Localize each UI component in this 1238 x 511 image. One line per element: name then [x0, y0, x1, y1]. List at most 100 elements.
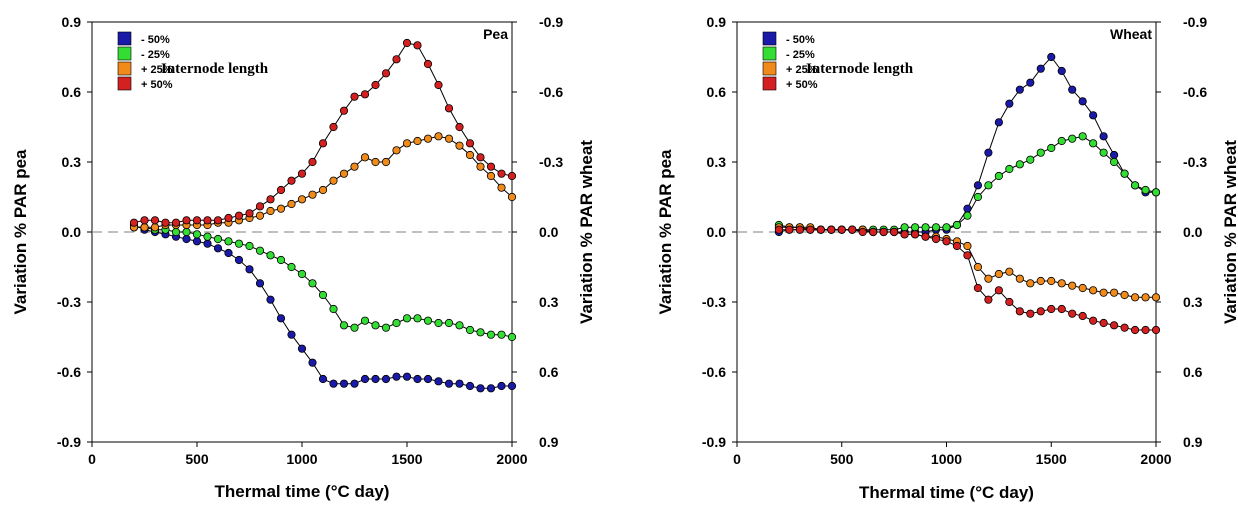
data-point: [434, 132, 443, 141]
y-tick-label: 0.0: [62, 224, 82, 240]
data-point: [318, 290, 328, 300]
x-tick-label: 1000: [286, 451, 317, 467]
data-point: [297, 344, 307, 353]
data-point: [150, 216, 160, 225]
data-point: [963, 211, 972, 220]
y-tick-label: 0.9: [707, 14, 727, 30]
data-point: [973, 283, 983, 293]
data-point: [339, 169, 349, 178]
data-point: [245, 209, 254, 218]
y-tick-label: -0.6: [57, 364, 81, 380]
y-tick-label: -0.9: [702, 434, 726, 450]
y-tick-label: -0.9: [57, 434, 81, 450]
data-point: [287, 199, 296, 209]
data-point: [1089, 316, 1098, 325]
data-point: [1099, 132, 1108, 141]
data-point: [1078, 283, 1087, 293]
data-point: [413, 374, 422, 384]
data-point: [1141, 325, 1150, 335]
data-point: [486, 162, 496, 171]
right-y-tick-label: -0.3: [1183, 154, 1207, 170]
data-point: [497, 169, 506, 178]
data-point: [1068, 281, 1077, 290]
right-y-axis-title: Variation % PAR wheat: [577, 140, 596, 324]
right-y-tick-label: -0.9: [539, 14, 563, 30]
data-point: [402, 372, 412, 381]
data-point: [308, 157, 317, 167]
data-point: [497, 330, 506, 339]
data-point: [1151, 188, 1161, 197]
data-point: [984, 181, 993, 190]
data-point: [486, 171, 496, 181]
data-point: [192, 230, 202, 239]
data-point: [276, 185, 286, 195]
x-tick-label: 2000: [1140, 451, 1171, 467]
data-point: [255, 279, 265, 288]
data-point: [444, 318, 454, 328]
data-point: [465, 139, 475, 148]
data-point: [1099, 148, 1108, 157]
data-point: [1047, 52, 1056, 62]
x-axis-title: Thermal time (°C day): [215, 482, 390, 501]
data-point: [203, 232, 212, 241]
data-point: [255, 211, 265, 220]
data-point: [203, 216, 212, 225]
right-y-tick-label: 0.6: [539, 364, 559, 380]
data-point: [984, 274, 993, 283]
data-point: [890, 227, 899, 237]
data-point: [1120, 290, 1129, 300]
y-tick-label: 0.3: [707, 154, 727, 170]
data-point: [360, 316, 370, 325]
data-point: [150, 223, 160, 232]
data-point: [806, 225, 815, 234]
data-point: [287, 330, 296, 339]
right-y-axis-title: Variation % PAR wheat: [1221, 140, 1238, 324]
legend-title: Internode length: [806, 61, 914, 77]
x-tick-label: 1000: [931, 451, 962, 467]
legend-entry: - 50%: [141, 34, 170, 46]
data-point: [507, 381, 517, 391]
legend-entry: + 50%: [141, 79, 173, 91]
data-point: [1130, 325, 1140, 335]
data-point: [1036, 276, 1045, 286]
legend-swatch: [762, 61, 777, 76]
data-point: [1110, 321, 1119, 330]
data-point: [413, 314, 422, 323]
data-point: [213, 234, 223, 244]
data-point: [392, 318, 401, 328]
data-point: [507, 192, 517, 202]
series-line-1: [134, 226, 513, 338]
data-point: [952, 241, 962, 251]
data-point: [869, 227, 878, 237]
data-point: [266, 295, 275, 304]
legend-swatch: [117, 31, 132, 46]
right-y-tick-label: 0.0: [1183, 224, 1203, 240]
legend-entry: + 50%: [786, 79, 818, 91]
data-point: [297, 269, 307, 279]
data-point: [1057, 304, 1066, 314]
data-point: [795, 225, 804, 234]
panel-label: Pea: [483, 26, 508, 42]
data-point: [455, 321, 464, 330]
data-point: [900, 230, 909, 239]
data-point: [329, 304, 338, 314]
data-point: [1047, 143, 1056, 153]
data-point: [942, 223, 951, 232]
x-tick-label: 500: [830, 451, 854, 467]
data-point: [350, 379, 359, 388]
data-point: [1099, 318, 1108, 328]
data-point: [444, 379, 454, 388]
data-point: [507, 171, 517, 181]
data-point: [837, 225, 846, 234]
data-point: [1015, 307, 1024, 316]
data-point: [371, 80, 380, 90]
data-point: [984, 295, 993, 304]
data-point: [339, 379, 349, 388]
data-point: [1068, 85, 1077, 94]
right-y-tick-label: 0.9: [1183, 434, 1203, 450]
data-point: [1120, 169, 1129, 178]
data-point: [1015, 85, 1024, 94]
data-point: [1036, 307, 1045, 316]
legend-entry: + 25%: [141, 64, 173, 76]
